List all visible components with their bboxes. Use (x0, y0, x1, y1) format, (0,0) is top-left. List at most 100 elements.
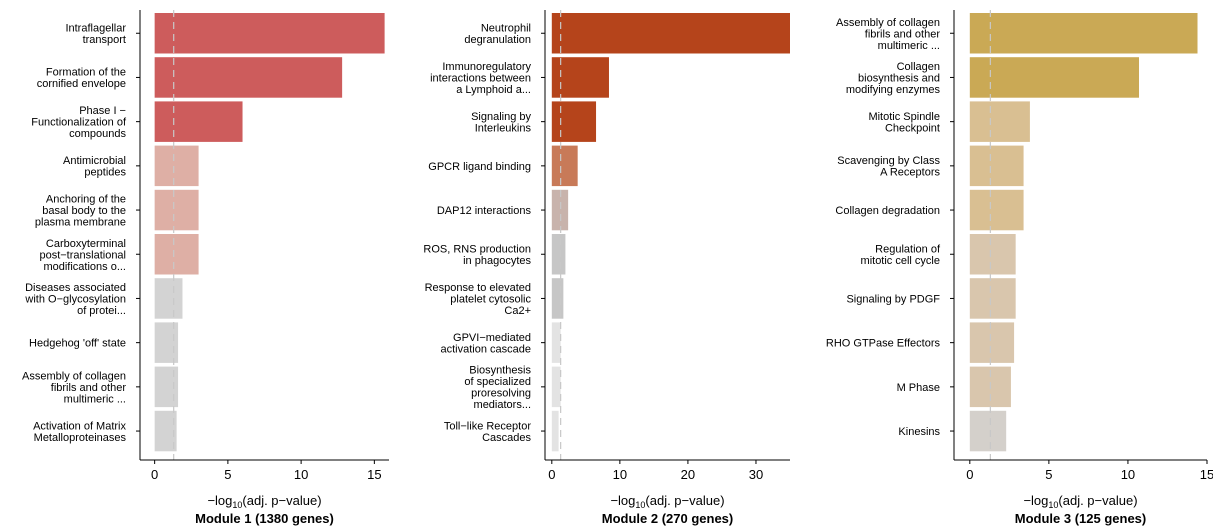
category-label: Intraflagellar transport (65, 23, 126, 47)
category-label: Immunoregulatory interactions between a Ly… (430, 61, 531, 96)
category-label-line: Signaling by PDGF (846, 293, 940, 305)
x-tick-label: 0 (548, 467, 555, 482)
x-axis-label-suffix: (adj. p−value) (645, 493, 724, 508)
category-label: Collagen degradation (835, 205, 940, 217)
bar (154, 322, 179, 363)
category-label-line: Assembly of collagen (836, 17, 940, 29)
bar (551, 322, 561, 363)
x-tick-label: 20 (681, 467, 695, 482)
category-label: Neutrophil degranulation (464, 23, 531, 47)
bar (154, 57, 343, 98)
category-label-line: Checkpoint (885, 122, 940, 134)
bar (154, 366, 179, 408)
category-label-line: interactions between (430, 72, 531, 84)
category-label-line: Mitotic Spindle (868, 111, 940, 123)
category-label-line: Ca2+ (504, 305, 531, 317)
bar (154, 145, 199, 187)
category-label-line: Activation of Matrix (33, 420, 126, 432)
category-label: Regulation of mitotic cell cycle (861, 244, 941, 268)
bar (154, 101, 243, 142)
category-label: Diseases associated with O−glycosylation o… (24, 282, 126, 317)
category-label: GPVI−mediated activation cascade (441, 332, 532, 356)
bar (551, 366, 561, 408)
category-label-line: post−translational (39, 249, 126, 261)
x-axis-label-suffix: (adj. p−value) (1058, 493, 1137, 508)
category-label-line: M Phase (897, 382, 940, 394)
category-label-line: Intraflagellar (65, 23, 126, 35)
bar (154, 189, 199, 231)
module-title: Module 3 (125 genes) (1015, 511, 1146, 526)
bar (154, 13, 385, 54)
category-label-line: plasma membrane (35, 217, 126, 229)
category-label-line: GPCR ligand binding (428, 161, 531, 173)
bar (551, 101, 597, 142)
category-label: Formation of the cornified envelope (37, 67, 126, 91)
category-label-line: Interleukins (475, 122, 532, 134)
category-label: Biosynthesis of specialized proresolving me… (464, 365, 531, 412)
category-label-line: Scavenging by Class (837, 155, 940, 167)
category-label: Activation of Matrix Metalloproteinases (33, 420, 126, 444)
category-label: Mitotic Spindle Checkpoint (868, 111, 940, 134)
bar (154, 234, 199, 275)
x-axis-label-subscript: 10 (1048, 500, 1058, 510)
category-label-line: fibrils and other (51, 382, 127, 394)
category-label-line: in phagocytes (463, 255, 531, 267)
module-title: Module 1 (1380 genes) (195, 511, 334, 526)
category-label: Response to elevated platelet cytosolic Ca… (425, 282, 532, 317)
bar (969, 145, 1024, 187)
category-label: Signaling by PDGF (846, 293, 940, 305)
category-label: Phase I − Functionalization of compounds (31, 105, 127, 140)
category-label-line: cornified envelope (37, 78, 126, 90)
category-label: Kinesins (898, 426, 940, 438)
category-label-line: transport (83, 34, 126, 46)
category-label-line: compounds (69, 128, 126, 140)
category-label: ROS, RNS production in phagocytes (423, 244, 531, 268)
category-label-line: biosynthesis and (858, 72, 940, 84)
category-label-line: Collagen (897, 61, 940, 73)
category-label-line: Anchoring of the (46, 194, 126, 206)
category-label-line: Regulation of (875, 244, 941, 256)
x-axis-label: −log10(adj. p−value) (1023, 493, 1137, 510)
category-label-line: modifying enzymes (846, 84, 941, 96)
chart-panel-3: Assembly of collagen fibrils and other mul… (826, 10, 1213, 526)
category-label: Scavenging by Class A Receptors (837, 155, 940, 179)
x-axis-label-suffix: (adj. p−value) (242, 493, 321, 508)
x-axis-label: −log10(adj. p−value) (207, 493, 321, 510)
x-tick-label: 10 (613, 467, 627, 482)
category-label-line: Immunoregulatory (442, 61, 531, 73)
category-label-line: multimeric ... (64, 393, 126, 405)
bar (551, 410, 559, 452)
category-label-line: Functionalization of (31, 117, 127, 129)
x-tick-label: 15 (367, 467, 381, 482)
category-label: Carboxyterminal post−translational modific… (39, 238, 126, 273)
category-label-line: Phase I − (79, 105, 126, 117)
category-label: Assembly of collagen fibrils and other mul… (836, 17, 940, 52)
category-label-line: Response to elevated (425, 282, 531, 294)
x-axis-label-subscript: 10 (635, 500, 645, 510)
x-axis-label-prefix: −log (1023, 493, 1048, 508)
category-label: GPCR ligand binding (428, 161, 531, 173)
category-label-line: Kinesins (898, 426, 940, 438)
category-label-line: Formation of the (46, 67, 126, 79)
category-label: RHO GTPase Effectors (826, 338, 941, 350)
category-label-line: proresolving (471, 388, 531, 400)
x-axis-label-prefix: −log (610, 493, 635, 508)
category-label-line: A Receptors (880, 167, 940, 179)
category-label-line: basal body to the (42, 205, 126, 217)
x-tick-label: 10 (294, 467, 308, 482)
category-label-line: DAP12 interactions (437, 205, 532, 217)
bar (551, 278, 564, 319)
category-label-line: modifications o... (43, 261, 126, 273)
category-label-line: mitotic cell cycle (861, 255, 940, 267)
category-label-line: Cascades (482, 432, 531, 444)
category-label-line: Diseases associated (25, 282, 126, 294)
bar (969, 410, 1007, 452)
category-label-line: degranulation (464, 34, 531, 46)
category-label: Anchoring of the basal body to the plasma … (35, 194, 126, 229)
category-label: Signaling by Interleukins (471, 111, 531, 134)
bar (551, 13, 790, 54)
category-label-line: of specialized (464, 376, 531, 388)
bar (969, 189, 1024, 231)
